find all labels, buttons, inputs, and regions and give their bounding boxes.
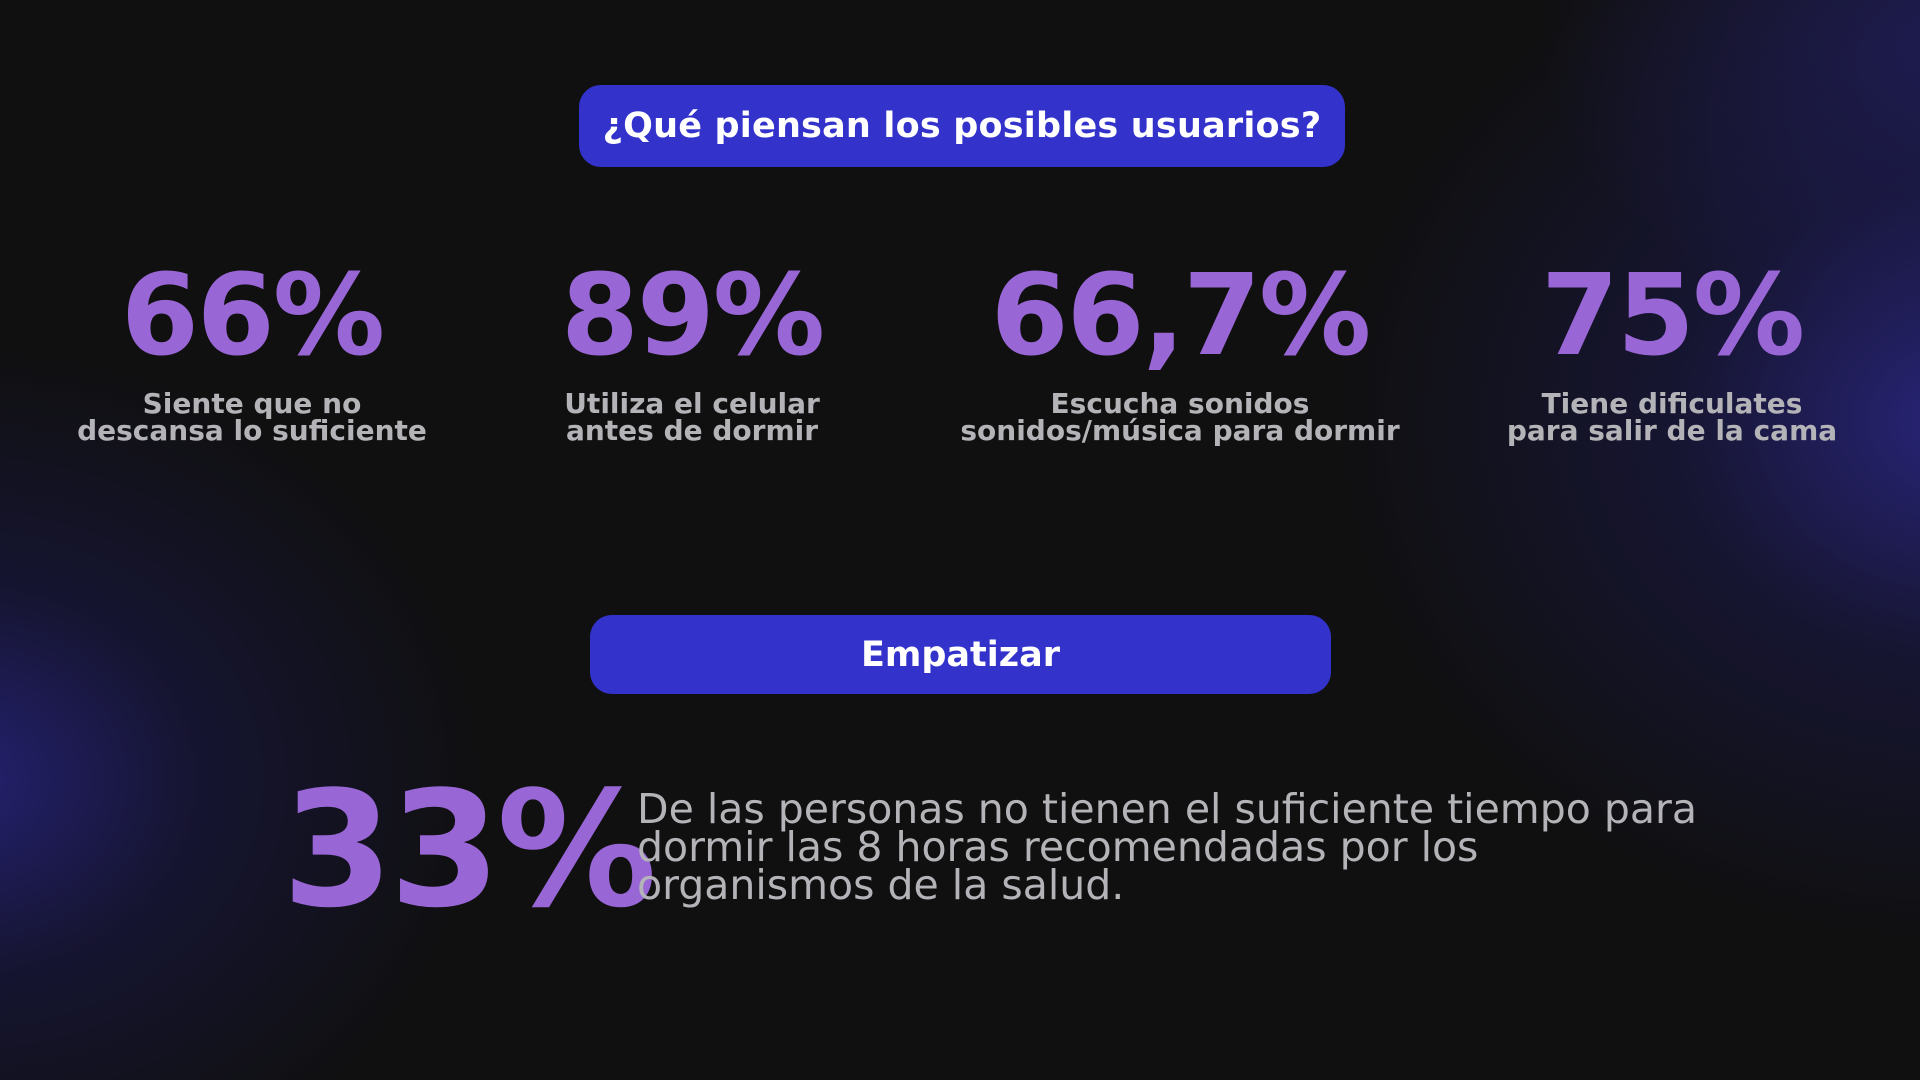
stat-label: Siente que no descansa lo suficiente — [77, 387, 427, 447]
stat-label-line: descansa lo suficiente — [77, 414, 427, 447]
stat-value: 66% — [120, 251, 385, 381]
stat-value: 89% — [560, 251, 825, 381]
section-pill: Empatizar — [590, 615, 1331, 694]
stat-label-line: Escucha sonidos — [1050, 387, 1310, 420]
stat-label-line: para salir de la cama — [1506, 414, 1838, 447]
stat-label-line: Tiene dificulates — [1541, 387, 1803, 420]
stat-card-sounds: 66,7% Escucha sonidos sonidos/música par… — [960, 251, 1400, 447]
section-label: Empatizar — [860, 634, 1061, 675]
stat-card-rest: 66% Siente que no descansa lo suficiente — [77, 251, 427, 447]
stat-value: 66,7% — [990, 251, 1372, 381]
stat-value: 75% — [1540, 251, 1805, 381]
title-pill: ¿Qué piensan los posibles usuarios? — [579, 85, 1345, 167]
stat-label-line: Utiliza el celular — [564, 387, 820, 420]
stat-label: Escucha sonidos sonidos/música para dorm… — [960, 387, 1400, 447]
stat-label-line: antes de dormir — [565, 414, 819, 447]
highlight-text: De las personas no tienen el suficiente … — [637, 785, 1698, 909]
stat-label-line: sonidos/música para dormir — [960, 414, 1400, 447]
stat-card-bed: 75% Tiene dificulates para salir de la c… — [1506, 251, 1838, 447]
highlight-value: 33% — [282, 756, 657, 943]
stat-label: Utiliza el celular antes de dormir — [561, 387, 823, 447]
stat-label-line: Siente que no — [142, 387, 362, 420]
stat-label: Tiene dificulates para salir de la cama — [1506, 387, 1838, 447]
stat-card-phone: 89% Utiliza el celular antes de dormir — [560, 251, 825, 447]
page-title: ¿Qué piensan los posibles usuarios? — [602, 106, 1322, 146]
